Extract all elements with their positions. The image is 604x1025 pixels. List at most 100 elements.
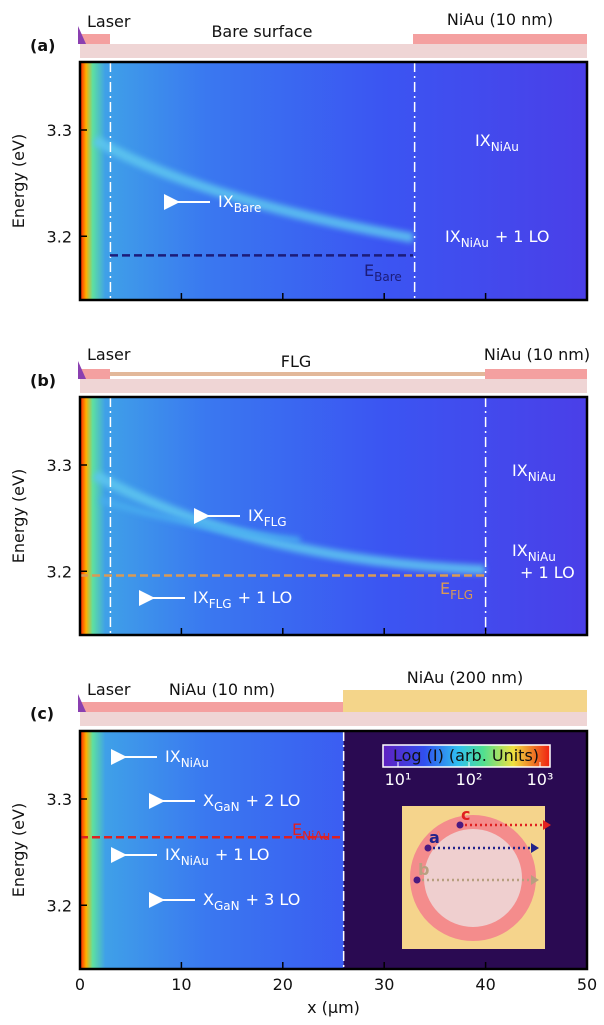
schematic-label: Laser <box>87 12 131 31</box>
annotation-text: IX <box>512 541 528 560</box>
y-tick-label: 3.3 <box>47 456 72 475</box>
annotation-sub: GaN <box>214 800 240 814</box>
y-axis-label: Energy (eV) <box>9 134 28 228</box>
energy-sub: Bare <box>374 270 402 284</box>
colorbar-tick-label: 10¹ <box>385 770 412 789</box>
schematic-label: Laser <box>87 345 131 364</box>
annotation-sub: FLG <box>209 597 232 611</box>
y-axis-label: Energy (eV) <box>9 469 28 563</box>
panel-label: (b) <box>30 371 56 390</box>
annotation-sub: GaN <box>214 899 240 913</box>
annotation-suffix: + 2 LO <box>246 791 301 810</box>
layer <box>413 34 587 44</box>
x-tick-label: 20 <box>273 975 293 994</box>
schematic-label: NiAu (10 nm) <box>484 345 590 364</box>
x-tick-label: 40 <box>475 975 495 994</box>
energy-sub: NiAu <box>302 829 330 843</box>
annotation-text: IX <box>165 845 181 864</box>
laser-icon <box>78 361 86 379</box>
annotation: IXNiAu <box>475 131 519 154</box>
annotation: IXNiAu + 1 LO <box>165 845 270 868</box>
scan-start <box>424 844 432 852</box>
annotation: IXNiAu <box>165 747 209 770</box>
annotation-text: IX <box>248 506 264 525</box>
annotation-text: IX <box>512 461 528 480</box>
annotation-text: IX <box>165 747 181 766</box>
annotation: IXNiAu <box>512 461 556 484</box>
arrow-head <box>531 875 539 885</box>
annotation-suffix: + 1 LO <box>215 845 270 864</box>
y-tick-label: 3.3 <box>47 121 72 140</box>
colorbar <box>382 744 551 768</box>
y-tick-label: 3.2 <box>47 562 72 581</box>
annotation-sub: NiAu <box>461 236 489 250</box>
schematic-label: NiAu (10 nm) <box>169 680 275 699</box>
annotation-text: IX <box>218 192 234 211</box>
colorbar-tick-label: 10² <box>456 770 483 789</box>
x-tick-label: 50 <box>577 975 597 994</box>
energy-label: EFLG <box>440 579 473 602</box>
layer <box>80 702 343 712</box>
layer <box>485 369 587 379</box>
y-tick-label: 3.3 <box>47 790 72 809</box>
energy-symbol: E <box>292 820 302 839</box>
y-tick-label: 3.2 <box>47 896 72 915</box>
scan-label: b <box>418 860 429 879</box>
layer <box>80 369 110 379</box>
schematic-label: Laser <box>87 680 131 699</box>
plot-frame <box>78 60 589 302</box>
laser-icon <box>78 26 86 44</box>
schematic-label: Bare surface <box>211 22 312 41</box>
substrate <box>80 712 587 726</box>
scan-label: a <box>429 828 440 847</box>
panel-label: (c) <box>30 704 54 723</box>
annotation-sub: NiAu <box>491 140 519 154</box>
scan-label: c <box>461 805 470 824</box>
annotation: IXNiAu <box>512 541 556 564</box>
annotation-text: IX <box>445 227 461 246</box>
layer <box>343 690 587 712</box>
emission-band <box>92 135 414 243</box>
colorbar-tick-label: 10³ <box>527 770 554 789</box>
annotation-suffix: + 1 LO <box>495 227 550 246</box>
x-tick-label: 0 <box>75 975 85 994</box>
energy-sub: FLG <box>450 588 473 602</box>
annotation-suffix: + 3 LO <box>246 890 301 909</box>
schematic-label: NiAu (200 nm) <box>407 668 523 687</box>
plot-frame <box>78 729 589 971</box>
energy-symbol: E <box>440 579 450 598</box>
schematic-label: NiAu (10 nm) <box>447 10 553 29</box>
annotation-sub: NiAu <box>528 470 556 484</box>
annotation: XGaN + 2 LO <box>203 791 300 814</box>
annotation-text: IX <box>193 588 209 607</box>
laser-icon <box>78 694 86 712</box>
x-tick-label: 10 <box>171 975 191 994</box>
annotation-suffix: + 1 LO <box>238 588 293 607</box>
energy-symbol: E <box>364 261 374 280</box>
annotation: IXFLG + 1 LO <box>193 588 292 611</box>
annotation-sub: NiAu <box>181 854 209 868</box>
annotation-sub: NiAu <box>528 550 556 564</box>
substrate <box>80 379 587 393</box>
annotation-sub: Bare <box>234 201 262 215</box>
annotation: IXFLG <box>248 506 287 529</box>
arrow-head <box>543 820 551 830</box>
substrate <box>80 44 587 58</box>
panel-label: (a) <box>30 36 55 55</box>
annotation-sub: NiAu <box>181 756 209 770</box>
layer <box>80 34 110 44</box>
annotation-sub: FLG <box>264 515 287 529</box>
plot-frame <box>78 395 589 637</box>
schematic-label: FLG <box>281 352 312 371</box>
annotation-text: X <box>203 890 214 909</box>
x-axis-label: x (μm) <box>307 998 360 1017</box>
layer <box>110 372 485 376</box>
annotation-text: IX <box>475 131 491 150</box>
emission-band <box>92 470 486 575</box>
colorbar-label: Log (I) (arb. Units) <box>393 746 539 765</box>
scan-start <box>456 821 464 829</box>
arrow-head <box>531 843 539 853</box>
annotation: XGaN + 3 LO <box>203 890 300 913</box>
annotation: IXBare <box>218 192 261 215</box>
annotation-text: X <box>203 791 214 810</box>
